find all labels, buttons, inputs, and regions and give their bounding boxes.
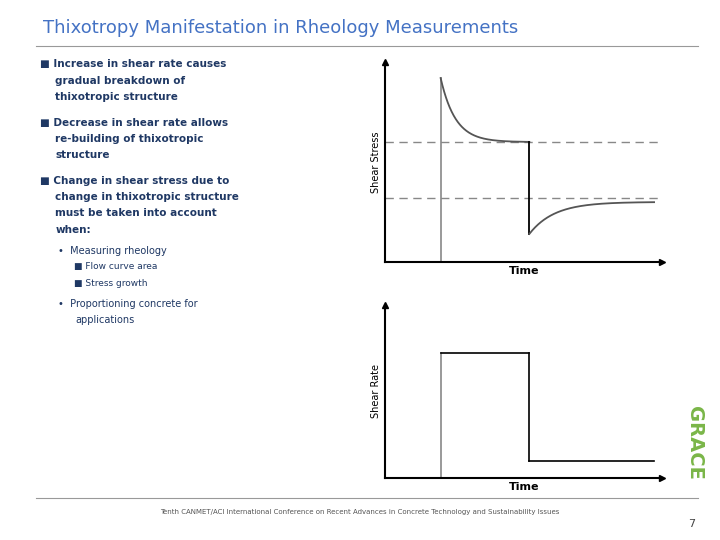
Y-axis label: Shear Stress: Shear Stress (371, 131, 381, 193)
Text: change in thixotropic structure: change in thixotropic structure (55, 192, 239, 202)
Y-axis label: Shear Rate: Shear Rate (371, 364, 381, 418)
Text: ■ Stress growth: ■ Stress growth (74, 279, 148, 288)
Text: must be taken into account: must be taken into account (55, 208, 217, 219)
X-axis label: Time: Time (508, 482, 539, 492)
Text: applications: applications (76, 315, 135, 326)
X-axis label: Time: Time (508, 266, 539, 276)
Text: 7: 7 (688, 519, 695, 529)
Text: structure: structure (55, 150, 110, 160)
Text: GRACE: GRACE (685, 406, 704, 480)
Text: ■ Flow curve area: ■ Flow curve area (74, 262, 158, 272)
Text: ■ Decrease in shear rate allows: ■ Decrease in shear rate allows (40, 118, 228, 128)
Text: Thixotropy Manifestation in Rheology Measurements: Thixotropy Manifestation in Rheology Mea… (43, 19, 518, 37)
Text: •  Proportioning concrete for: • Proportioning concrete for (58, 299, 197, 309)
Text: ■ Increase in shear rate causes: ■ Increase in shear rate causes (40, 59, 226, 70)
Text: gradual breakdown of: gradual breakdown of (55, 76, 186, 86)
Text: ■ Change in shear stress due to: ■ Change in shear stress due to (40, 176, 229, 186)
Text: thixotropic structure: thixotropic structure (55, 92, 179, 102)
Text: Tenth CANMET/ACI International Conference on Recent Advances in Concrete Technol: Tenth CANMET/ACI International Conferenc… (161, 509, 559, 515)
Text: re-building of thixotropic: re-building of thixotropic (55, 134, 204, 144)
Text: •  Measuring rheology: • Measuring rheology (58, 246, 166, 256)
Text: when:: when: (55, 225, 91, 235)
